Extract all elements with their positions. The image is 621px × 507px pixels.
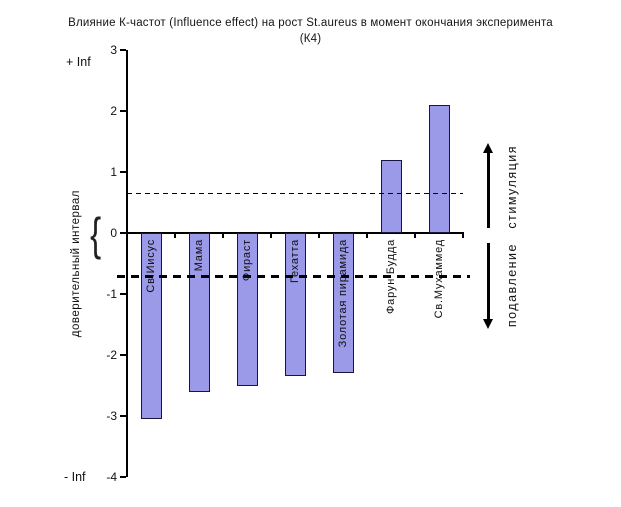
x-axis-tick [126, 233, 128, 238]
x-axis-tick [366, 233, 368, 238]
chart-title-line2: (К4) [299, 33, 322, 45]
y-tick-label: -2 [106, 348, 117, 362]
minus-infinity-label: - Inf [64, 470, 86, 484]
y-tick-label: 2 [110, 104, 117, 118]
chart-title-line1: Влияние К-частот (Influence effect) на р… [68, 17, 553, 29]
bar [236, 233, 258, 386]
y-tick-label: 3 [110, 43, 117, 57]
confidence-interval-brace: { [90, 208, 102, 260]
y-axis-tick [120, 354, 126, 356]
x-axis-line [126, 232, 464, 234]
bar [140, 233, 162, 420]
y-axis-tick [120, 49, 126, 51]
y-axis-tick [120, 293, 126, 295]
x-axis-tick [222, 233, 224, 238]
y-axis-tick [120, 232, 126, 234]
x-axis-tick [270, 233, 272, 238]
suppression-zone-label: подавление [505, 243, 519, 328]
y-axis-tick [120, 415, 126, 417]
x-axis-tick [174, 233, 176, 238]
y-axis-tick [120, 476, 126, 478]
y-tick-label: -4 [106, 470, 117, 484]
y-axis-tick [120, 110, 126, 112]
lower-confidence-bound [117, 275, 470, 279]
stimulation-zone-label: стимуляция [505, 145, 519, 229]
x-axis-tick [462, 233, 464, 238]
x-axis-tick [414, 233, 416, 238]
bar [284, 233, 306, 377]
bar-label: Св.Иисус [145, 239, 157, 293]
y-tick-label: 0 [110, 226, 117, 240]
bar [188, 233, 210, 392]
y-axis-title: доверительный интервал [70, 190, 82, 338]
bar-label: Золотая пирамида [337, 239, 349, 348]
bar-label: Мама [193, 239, 205, 272]
bar-label: Гехатта [289, 239, 301, 284]
up-arrow-shaft [487, 152, 490, 228]
y-tick-label: 1 [110, 165, 117, 179]
y-axis-line [126, 50, 128, 477]
bar [380, 159, 402, 233]
plus-infinity-label: + Inf [66, 55, 91, 69]
y-axis-tick [120, 171, 126, 173]
bar [332, 233, 354, 374]
bar-label: Фираст [241, 239, 253, 282]
down-arrow-icon [483, 319, 493, 329]
upper-confidence-bound [127, 192, 463, 194]
x-axis-tick [318, 233, 320, 238]
bar-label: Фарун Будда [385, 239, 397, 314]
y-tick-label: -1 [106, 287, 117, 301]
down-arrow-shaft [487, 243, 490, 320]
bar-label: Св.Мухаммед [433, 239, 445, 319]
up-arrow-icon [483, 143, 493, 153]
y-tick-label: -3 [106, 409, 117, 423]
bar [428, 104, 450, 233]
